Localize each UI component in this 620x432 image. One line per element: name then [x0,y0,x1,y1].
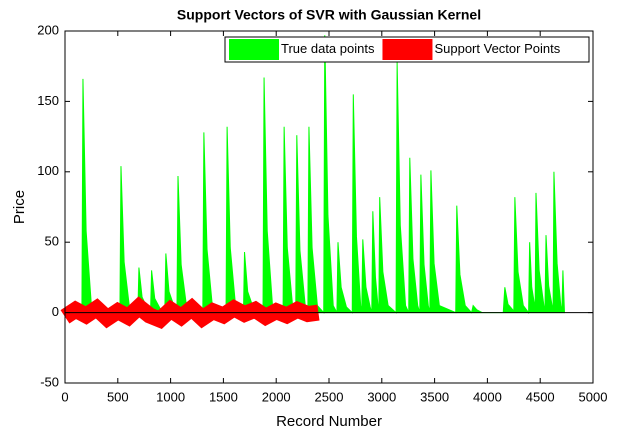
y-tick-label: 200 [37,22,59,37]
x-tick-label: 500 [107,389,129,404]
legend-label: True data points [281,41,375,56]
y-tick-label: -50 [40,374,59,389]
x-tick-label: 5000 [579,389,608,404]
x-tick-label: 3500 [420,389,449,404]
support-vector-band [60,296,320,329]
x-tick-label: 1000 [156,389,185,404]
y-tick-label: 100 [37,163,59,178]
x-tick-label: 4500 [526,389,555,404]
x-axis-label: Record Number [276,413,382,430]
legend-swatch [382,39,433,60]
x-tick-label: 3000 [367,389,396,404]
y-tick-label: 0 [52,304,59,319]
legend: True data points Support Vector Points [224,36,590,63]
x-tick-label: 2500 [315,389,344,404]
x-tick-label: 0 [61,389,68,404]
y-axis-label: Price [11,190,28,224]
y-tick-label: 150 [37,93,59,108]
x-tick-label: 1500 [209,389,238,404]
plot-area [65,31,593,383]
x-tick-label: 2000 [262,389,291,404]
chart-title: Support Vectors of SVR with Gaussian Ker… [177,7,481,23]
legend-swatch [229,39,279,60]
y-tick-label: 50 [45,234,59,249]
legend-label: Support Vector Points [434,41,560,56]
x-tick-label: 4000 [473,389,502,404]
